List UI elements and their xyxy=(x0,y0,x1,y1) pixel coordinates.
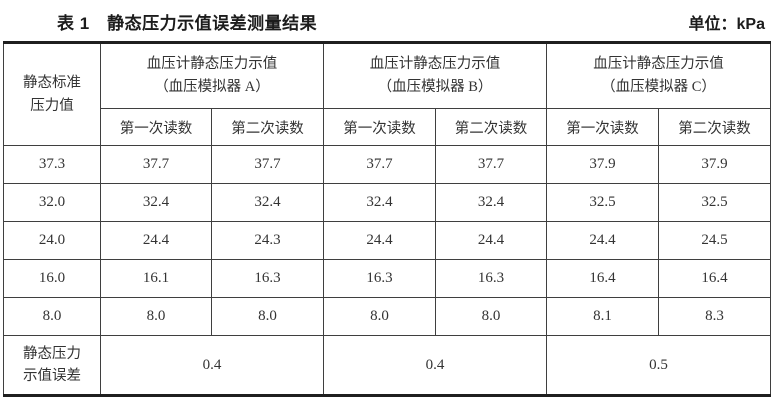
reading-cell: 24.5 xyxy=(658,221,771,260)
reading-cell: 24.4 xyxy=(100,221,212,260)
reading-cell: 16.3 xyxy=(211,259,324,298)
reading-cell: 37.7 xyxy=(100,145,212,184)
reading-cell: 8.0 xyxy=(323,297,436,336)
standard-pressure-header-line1: 静态标准 xyxy=(23,75,81,92)
standard-value-cell: 32.0 xyxy=(3,183,101,222)
subheader-c-second-reading: 第二次读数 xyxy=(658,108,771,146)
table-caption: 表 1 静态压力示值误差测量结果 xyxy=(57,14,318,33)
reading-cell: 37.7 xyxy=(323,145,436,184)
table-row: 8.0 8.0 8.0 8.0 8.0 8.1 8.3 xyxy=(3,297,771,336)
reading-cell: 32.4 xyxy=(435,183,547,222)
reading-cell: 16.3 xyxy=(323,259,436,298)
group-header-simulator-c: 血压计静态压力示值 （血压模拟器 C） xyxy=(546,42,771,109)
subheader-c-first-reading: 第一次读数 xyxy=(546,108,659,146)
group-header-simulator-b: 血压计静态压力示值 （血压模拟器 B） xyxy=(323,42,547,109)
group-a-title-line2: （血压模拟器 A） xyxy=(154,79,270,95)
error-value-cell-a: 0.4 xyxy=(100,335,324,396)
reading-cell: 8.1 xyxy=(546,297,659,336)
table-row: 32.0 32.4 32.4 32.4 32.4 32.5 32.5 xyxy=(3,183,771,222)
error-label-line1: 静态压力 xyxy=(23,345,81,362)
error-row: 静态压力 示值误差 0.4 0.4 0.5 xyxy=(3,335,771,396)
unit-label: 单位：kPa xyxy=(688,16,765,33)
subheader-a-second-reading: 第二次读数 xyxy=(211,108,324,146)
standard-value-cell: 37.3 xyxy=(3,145,101,184)
error-label-cell: 静态压力 示值误差 xyxy=(3,335,101,396)
group-a-title-line1: 血压计静态压力示值 xyxy=(146,55,278,72)
group-header-simulator-a: 血压计静态压力示值 （血压模拟器 A） xyxy=(100,42,324,109)
standard-value-cell: 8.0 xyxy=(3,297,101,336)
reading-cell: 24.3 xyxy=(211,221,324,260)
reading-cell: 8.0 xyxy=(211,297,324,336)
group-b-title-line1: 血压计静态压力示值 xyxy=(369,55,501,72)
measurement-table: 静态标准 压力值 血压计静态压力示值 （血压模拟器 A） 血压计静态压力示值 （… xyxy=(3,41,771,397)
reading-cell: 24.4 xyxy=(323,221,436,260)
reading-cell: 24.4 xyxy=(435,221,547,260)
reading-cell: 8.3 xyxy=(658,297,771,336)
reading-cell: 32.4 xyxy=(211,183,324,222)
subheader-b-first-reading: 第一次读数 xyxy=(323,108,436,146)
subheader-b-second-reading: 第二次读数 xyxy=(435,108,547,146)
reading-cell: 16.4 xyxy=(658,259,771,298)
standard-pressure-header-line2: 压力值 xyxy=(30,97,74,114)
reading-cell: 37.7 xyxy=(435,145,547,184)
reading-cell: 37.7 xyxy=(211,145,324,184)
error-label-line2: 示值误差 xyxy=(23,368,81,384)
reading-cell: 16.3 xyxy=(435,259,547,298)
reading-cell: 32.4 xyxy=(323,183,436,222)
standard-value-cell: 16.0 xyxy=(3,259,101,298)
reading-cell: 37.9 xyxy=(658,145,771,184)
subheader-row: 第一次读数 第二次读数 第一次读数 第二次读数 第一次读数 第二次读数 xyxy=(4,108,771,146)
group-header-row: 静态标准 压力值 血压计静态压力示值 （血压模拟器 A） 血压计静态压力示值 （… xyxy=(3,42,771,146)
reading-cell: 16.4 xyxy=(546,259,659,298)
reading-cell: 32.5 xyxy=(658,183,771,222)
table-caption-row: 表 1 静态压力示值误差测量结果 单位：kPa xyxy=(0,0,773,33)
standard-pressure-header: 静态标准 压力值 xyxy=(3,42,101,146)
table-row: 37.3 37.7 37.7 37.7 37.7 37.9 37.9 xyxy=(3,145,771,184)
reading-cell: 32.5 xyxy=(546,183,659,222)
group-c-title-line1: 血压计静态压力示值 xyxy=(593,55,724,72)
error-value-cell-c: 0.5 xyxy=(546,335,771,396)
reading-cell: 8.0 xyxy=(100,297,212,336)
group-b-title-line2: （血压模拟器 B） xyxy=(377,79,493,95)
reading-cell: 16.1 xyxy=(100,259,212,298)
reading-cell: 24.4 xyxy=(546,221,659,260)
reading-cell: 32.4 xyxy=(100,183,212,222)
table-row: 24.0 24.4 24.3 24.4 24.4 24.4 24.5 xyxy=(3,221,771,260)
error-value-cell-b: 0.4 xyxy=(323,335,547,396)
standard-value-cell: 24.0 xyxy=(3,221,101,260)
reading-cell: 8.0 xyxy=(435,297,547,336)
subheader-a-first-reading: 第一次读数 xyxy=(100,108,212,146)
reading-cell: 37.9 xyxy=(546,145,659,184)
group-c-title-line2: （血压模拟器 C） xyxy=(601,79,716,95)
table-row: 16.0 16.1 16.3 16.3 16.3 16.4 16.4 xyxy=(3,259,771,298)
